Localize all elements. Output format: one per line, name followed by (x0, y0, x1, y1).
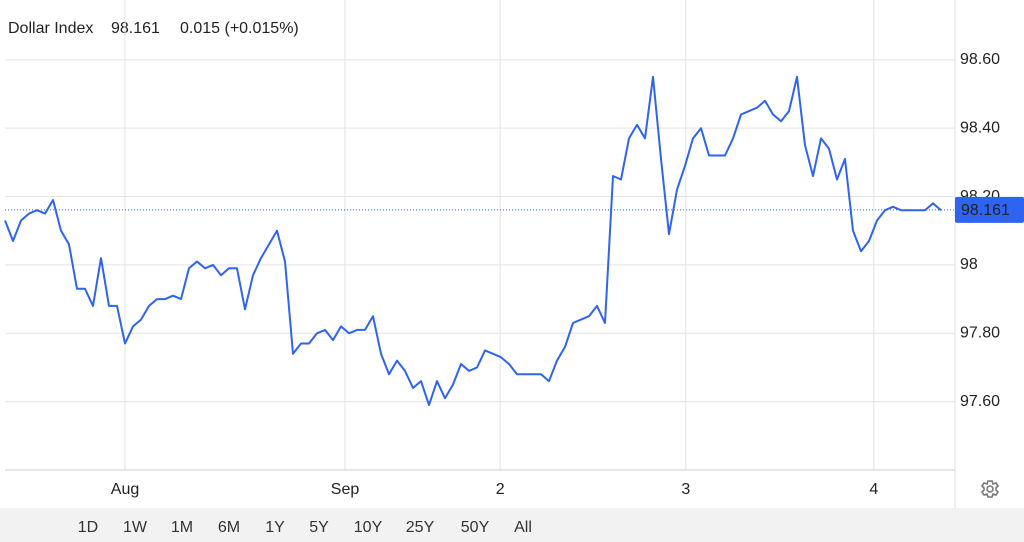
settings-icon[interactable] (980, 480, 1000, 498)
y-tick-label: 98.60 (960, 51, 1000, 68)
change: 0.015 (+0.015%) (180, 20, 299, 37)
range-button[interactable]: 1M (171, 519, 193, 536)
range-button[interactable]: 10Y (354, 519, 383, 536)
last-value-badge (955, 196, 1024, 223)
range-button[interactable]: 50Y (461, 519, 490, 536)
x-tick-label: Sep (331, 481, 360, 498)
y-tick-label: 97.80 (960, 324, 1000, 341)
y-tick-label: 98 (960, 256, 978, 273)
x-tick-label: 2 (496, 481, 505, 498)
range-button[interactable]: 1Y (265, 519, 285, 536)
x-tick-label: 4 (869, 481, 878, 498)
range-button[interactable]: 25Y (406, 519, 435, 536)
x-tick-label: Aug (111, 481, 139, 498)
range-button[interactable]: 6M (218, 519, 240, 536)
y-tick-label: 97.60 (960, 393, 1000, 410)
last-value: 98.161 (111, 20, 160, 37)
range-bar (0, 508, 1024, 542)
price-line (4, 75, 942, 407)
range-button[interactable]: 1W (123, 519, 148, 536)
x-tick-label: 3 (681, 481, 690, 498)
y-tick-label: 98.40 (960, 119, 1000, 136)
range-button[interactable]: All (514, 519, 532, 536)
range-button[interactable]: 1D (78, 519, 98, 536)
range-button[interactable]: 5Y (309, 519, 329, 536)
last-value-label: 98.161 (961, 202, 1010, 219)
chart-title: Dollar Index (8, 20, 93, 37)
